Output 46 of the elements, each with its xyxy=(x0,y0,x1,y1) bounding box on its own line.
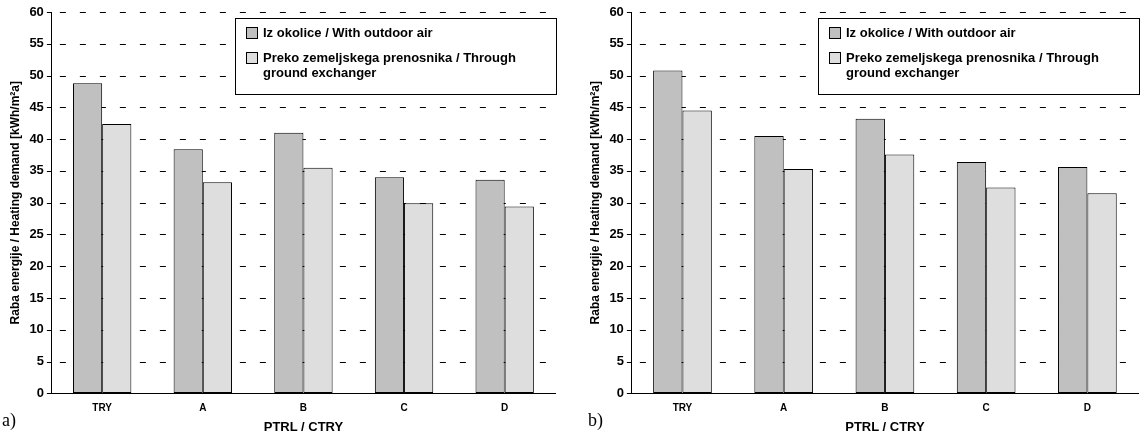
x-tick-label: D xyxy=(501,402,509,414)
y-tick-label: 25 xyxy=(29,226,44,242)
y-tick-label: 10 xyxy=(29,321,44,337)
x-tick-label: C xyxy=(400,402,408,414)
y-tick-label: 30 xyxy=(609,194,624,210)
x-tick-label: A xyxy=(780,402,788,414)
y-axis-title: Raba energije / Heating demand [kWh/m²a] xyxy=(587,81,602,325)
x-tick-label: TRY xyxy=(672,402,693,414)
y-tick-label: 60 xyxy=(29,3,44,19)
y-tick-label: 20 xyxy=(609,257,624,273)
legend-label: Iz okolice / With outdoor air xyxy=(263,25,433,40)
y-tick-label: 5 xyxy=(616,353,624,369)
x-tick-label: A xyxy=(199,402,207,414)
y-tick-label: 10 xyxy=(609,321,624,337)
y-tick-label: 50 xyxy=(29,67,44,83)
y-tick-label: 5 xyxy=(36,353,44,369)
y-axis-title: Raba energije / Heating demand [kWh/m²a] xyxy=(7,81,22,325)
y-tick-label: 40 xyxy=(609,130,624,146)
y-tick-label: 25 xyxy=(609,226,624,242)
text: a) xyxy=(2,410,16,431)
y-tick-label: 55 xyxy=(609,35,624,51)
x-axis-title: PTRL / CTRY xyxy=(263,418,344,434)
legend-label: Preko zemeljskega prenosnika / Through ground exchanger xyxy=(263,50,517,80)
text: b) xyxy=(588,410,603,431)
legend-label: Preko zemeljskega prenosnika / Through ground exchanger xyxy=(846,50,1100,80)
x-tick-label: B xyxy=(299,402,308,414)
y-tick-label: 45 xyxy=(29,98,44,114)
y-tick-label: 0 xyxy=(36,384,44,400)
x-axis-title: PTRL / CTRY xyxy=(845,418,925,434)
y-tick-label: 15 xyxy=(609,289,624,305)
x-tick-label: TRY xyxy=(92,402,113,414)
y-tick-label: 40 xyxy=(29,130,44,146)
y-tick-label: 60 xyxy=(609,3,624,19)
y-tick-label: 35 xyxy=(609,162,624,178)
y-tick-label: 0 xyxy=(616,384,624,400)
y-tick-label: 55 xyxy=(29,35,44,51)
x-tick-label: C xyxy=(982,402,990,414)
legend-label: Iz okolice / With outdoor air xyxy=(846,25,1016,40)
y-tick-label: 15 xyxy=(29,289,44,305)
y-tick-label: 50 xyxy=(609,67,624,83)
y-tick-label: 35 xyxy=(29,162,44,178)
x-tick-label: D xyxy=(1083,402,1091,414)
y-tick-label: 20 xyxy=(29,257,44,273)
y-tick-label: 30 xyxy=(29,194,44,210)
x-tick-label: B xyxy=(881,402,889,414)
y-tick-label: 45 xyxy=(609,98,624,114)
